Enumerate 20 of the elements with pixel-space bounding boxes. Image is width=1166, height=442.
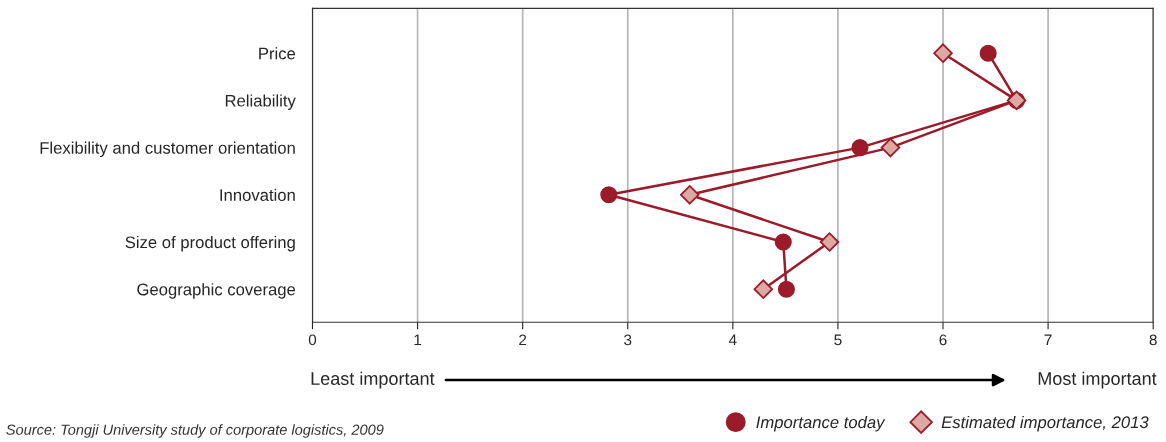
y-tick-label: Geographic coverage [137,283,296,299]
y-tick-label: Price [259,47,296,60]
legend-label: Importance today [756,415,886,432]
y-tick-label: Size of product offering [125,235,295,252]
x-tick-label: 1 [414,334,422,346]
x-tick-label: 4 [728,334,737,346]
legend-label: Estimated importance, 2013 [941,415,1149,432]
x-tick-label: 8 [1149,334,1157,346]
x-tick-label: 6 [939,334,947,346]
x-tick-label: 2 [519,334,527,346]
y-tick-label: Innovation [220,188,295,202]
x-tick-label: 3 [624,334,632,346]
source-note: Source: Tongji University study of corporate logistics, 2009 [6,424,384,438]
text: Most important [1038,371,1157,389]
text: Least important [311,371,435,389]
x-tick-label: 5 [834,334,842,346]
x-tick-label: 7 [1044,334,1052,346]
y-tick-label: Flexibility and customer orientation [40,141,295,158]
y-tick-label: Reliability [225,94,296,110]
x-tick-label: 0 [308,334,317,346]
